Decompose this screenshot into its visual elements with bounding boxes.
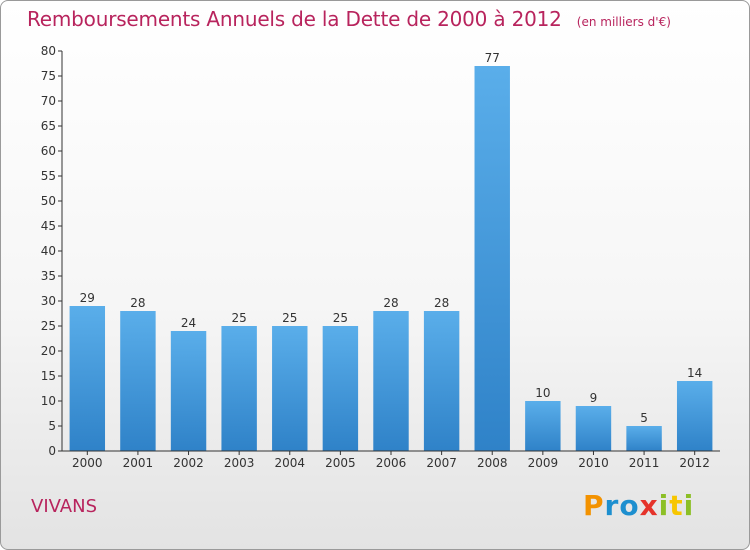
bar bbox=[575, 406, 612, 451]
bar-value-label: 25 bbox=[232, 311, 247, 325]
y-tick-label: 55 bbox=[41, 169, 56, 183]
y-tick-label: 70 bbox=[41, 94, 56, 108]
x-tick-label: 2000 bbox=[72, 456, 103, 470]
x-tick-label: 2006 bbox=[376, 456, 407, 470]
bar-value-label: 28 bbox=[130, 296, 145, 310]
x-tick-label: 2001 bbox=[123, 456, 154, 470]
bar bbox=[221, 326, 257, 451]
bar-value-label: 25 bbox=[282, 311, 297, 325]
logo-letter: t bbox=[669, 489, 684, 522]
y-tick-label: 50 bbox=[41, 194, 56, 208]
bar-value-label: 77 bbox=[485, 51, 500, 65]
y-tick-label: 35 bbox=[41, 269, 56, 283]
y-tick-label: 60 bbox=[41, 144, 56, 158]
commune-name: VIVANS bbox=[31, 496, 97, 517]
chart-unit-label: (en milliers d'€) bbox=[576, 15, 671, 29]
y-tick-label: 10 bbox=[41, 394, 56, 408]
y-tick-label: 0 bbox=[48, 444, 56, 458]
x-tick-label: 2008 bbox=[477, 456, 508, 470]
bar bbox=[676, 381, 713, 451]
bar bbox=[423, 311, 460, 451]
bar-value-label: 5 bbox=[640, 411, 648, 425]
y-tick-label: 75 bbox=[41, 69, 56, 83]
bar bbox=[626, 426, 662, 451]
y-tick-label: 65 bbox=[41, 119, 56, 133]
y-tick-label: 30 bbox=[41, 294, 56, 308]
chart-title: Remboursements Annuels de la Dette de 20… bbox=[27, 7, 562, 31]
bars: 29 28 24 25 25 25 28 28 77 10 9 5 14 bbox=[69, 51, 713, 451]
bar-value-label: 28 bbox=[383, 296, 398, 310]
bar bbox=[69, 306, 106, 451]
y-tick-label: 15 bbox=[41, 369, 56, 383]
logo-letter: P bbox=[583, 489, 605, 522]
y-axis: 0 5 10 15 20 25 30 35 40 45 50 55 60 65 70 75 80 bbox=[41, 44, 63, 458]
bar-value-label: 24 bbox=[181, 316, 196, 330]
x-tick-label: 2011 bbox=[629, 456, 660, 470]
logo-letter: x bbox=[639, 489, 659, 522]
bar-value-label: 14 bbox=[687, 366, 702, 380]
x-tick-label: 2009 bbox=[528, 456, 559, 470]
bar bbox=[120, 311, 156, 451]
bar bbox=[373, 311, 409, 451]
bar bbox=[322, 326, 359, 451]
bar bbox=[474, 66, 510, 451]
logo-letter: r bbox=[604, 489, 620, 522]
y-tick-label: 20 bbox=[41, 344, 56, 358]
x-tick-label: 2002 bbox=[173, 456, 204, 470]
x-tick-label: 2007 bbox=[426, 456, 457, 470]
bar-value-label: 25 bbox=[333, 311, 348, 325]
bar-value-label: 10 bbox=[535, 386, 550, 400]
bar bbox=[525, 401, 561, 451]
x-axis: 2000 2001 2002 2003 2004 2005 2006 2007 2008 2009… bbox=[62, 450, 720, 470]
y-tick-label: 45 bbox=[41, 219, 56, 233]
x-tick-label: 2012 bbox=[679, 456, 710, 470]
x-tick-label: 2010 bbox=[578, 456, 609, 470]
bar-value-label: 29 bbox=[80, 291, 95, 305]
x-tick-label: 2004 bbox=[274, 456, 305, 470]
logo-letter: i bbox=[658, 489, 670, 522]
y-tick-label: 25 bbox=[41, 319, 56, 333]
bar-value-label: 28 bbox=[434, 296, 449, 310]
y-tick-label: 40 bbox=[41, 244, 56, 258]
x-tick-label: 2005 bbox=[325, 456, 356, 470]
bar bbox=[170, 331, 207, 451]
logo-letters: Proxiti bbox=[583, 489, 694, 522]
y-tick-label: 5 bbox=[48, 419, 56, 433]
bar-value-label: 9 bbox=[590, 391, 598, 405]
logo-letter: i bbox=[683, 489, 695, 522]
x-tick-label: 2003 bbox=[224, 456, 255, 470]
logo-letter: o bbox=[619, 489, 640, 522]
chart-title-row: Remboursements Annuels de la Dette de 20… bbox=[27, 7, 671, 31]
y-tick-label: 80 bbox=[41, 44, 56, 58]
proxiti-logo: Proxiti bbox=[583, 489, 694, 522]
bar bbox=[272, 326, 308, 451]
